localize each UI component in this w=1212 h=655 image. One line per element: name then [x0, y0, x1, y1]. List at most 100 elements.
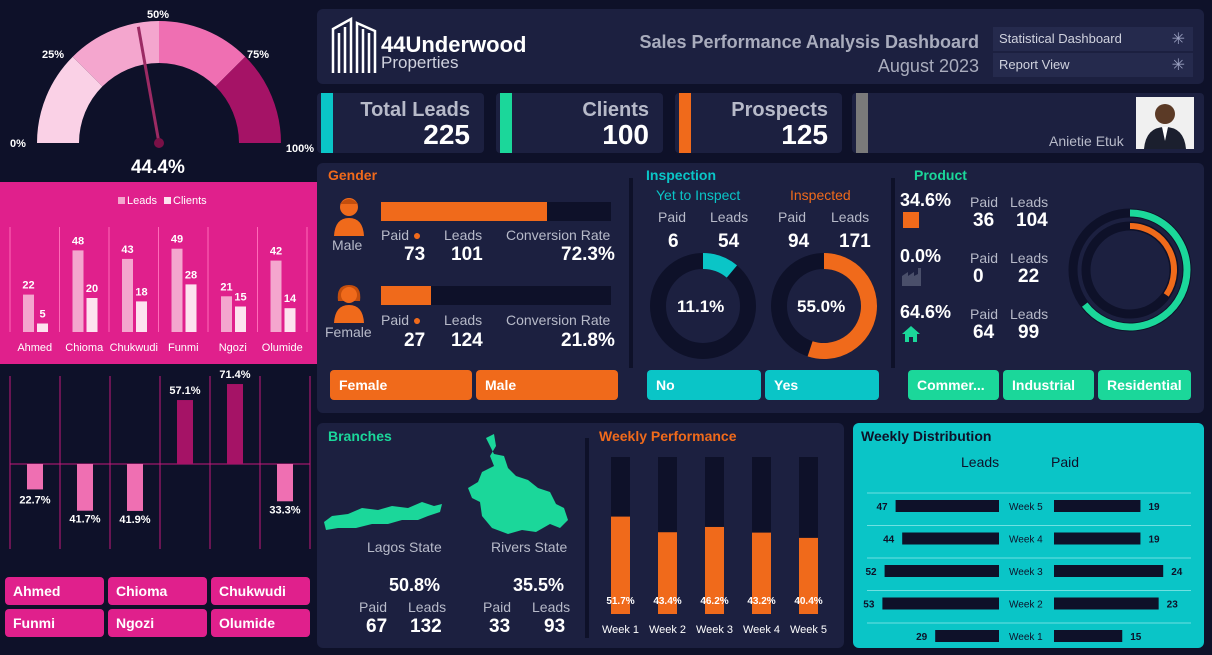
bar-leads — [882, 597, 999, 610]
bar-leads — [895, 500, 999, 512]
data-label-leads: 29 — [916, 632, 928, 643]
data-label-leads: 22 — [22, 280, 34, 292]
rivers-paid-label: Paid — [483, 599, 512, 615]
data-label-clients: 28 — [185, 269, 197, 281]
data-label-paid: 24 — [1171, 567, 1183, 578]
kpi-accent — [856, 93, 868, 153]
agent-button-olumide[interactable]: Olumide — [211, 609, 310, 637]
dot-icon: ● — [412, 312, 422, 328]
data-label-paid: 19 — [1148, 535, 1160, 546]
divider — [891, 178, 895, 368]
gauge-segment — [72, 21, 160, 87]
product-residential-leads: 99 — [1018, 322, 1040, 343]
kpi-value: 100 — [602, 119, 649, 150]
data-label-paid: 19 — [1148, 502, 1160, 513]
male-conv: 72.3% — [561, 244, 615, 265]
data-label: 57.1% — [169, 385, 200, 397]
agent-button-chioma[interactable]: Chioma — [108, 577, 207, 605]
insp-leads-label: Leads — [831, 209, 870, 225]
category-label: Ngozi — [219, 342, 247, 354]
bar-clients — [284, 308, 296, 332]
yet-leads-label: Leads — [710, 209, 749, 225]
agent-button-ngozi[interactable]: Ngozi — [108, 609, 207, 637]
data-label: 46.2% — [700, 596, 728, 607]
kpi-label: Prospects — [731, 99, 828, 121]
gauge-needle — [136, 26, 161, 144]
week-label: Week 3 — [1009, 567, 1043, 578]
rivers-leads: 93 — [544, 616, 566, 637]
lagos-pct: 50.8% — [389, 575, 441, 595]
inspection-button-no[interactable]: No — [647, 370, 761, 400]
dist-paid-header: Paid — [1051, 454, 1080, 470]
bar-clients — [37, 323, 48, 332]
week-label: Week 4 — [1009, 535, 1043, 546]
data-label-leads: 48 — [72, 235, 84, 247]
menu-report-view[interactable]: Report View ✳ — [993, 53, 1193, 77]
female-conv: 21.8% — [561, 330, 615, 351]
paid-label: Paid — [381, 227, 410, 243]
bar-leads — [23, 294, 34, 332]
bar-variance — [127, 464, 143, 511]
data-label-paid: 23 — [1167, 600, 1179, 611]
person-name: Anietie Etuk — [1049, 133, 1124, 149]
yet-to-inspect-donut — [650, 253, 756, 359]
agent-chart-panel: Leads Clients 22 5 Ahmed 48 20 Chioma 43 18 Chukwu… — [0, 182, 318, 364]
female-leads: 124 — [451, 330, 483, 351]
product-button-commercial[interactable]: Commer... — [908, 370, 999, 400]
bar-weekly — [799, 537, 818, 614]
gauge-tick-label: 0% — [10, 138, 26, 150]
avatar — [1136, 97, 1194, 149]
gauge-segment — [37, 56, 103, 144]
kpi-label: Clients — [582, 99, 649, 121]
kpi-clients: Clients 100 — [496, 93, 663, 153]
yet-paid: 6 — [668, 231, 679, 252]
bar-variance — [27, 464, 43, 490]
inspection-title: Inspection — [646, 167, 717, 183]
agent-button-ahmed[interactable]: Ahmed — [5, 577, 104, 605]
data-label-leads: 42 — [270, 246, 282, 258]
bar-weekly — [611, 516, 630, 614]
bar-paid — [1054, 532, 1141, 545]
bar-leads — [122, 258, 133, 332]
bar-variance — [277, 464, 293, 502]
bar-leads — [270, 260, 282, 332]
data-label: 71.4% — [219, 369, 250, 381]
kpi-label: Total Leads — [360, 99, 470, 121]
product-industrial-paid: 0 — [973, 266, 984, 287]
weekly-performance-title: Weekly Performance — [599, 428, 737, 444]
kpi-prospects: Prospects 125 — [675, 93, 842, 153]
data-label: 40.4% — [794, 596, 822, 607]
female-bar-track — [381, 286, 611, 305]
bar-leads — [902, 532, 999, 545]
male-leads: 101 — [451, 244, 483, 265]
weekly-distribution-title: Weekly Distribution — [861, 428, 992, 444]
agent-leads-clients-chart: Leads Clients 22 5 Ahmed 48 20 Chioma 43 18 Chukwu… — [9, 195, 308, 354]
rivers-paid: 33 — [489, 616, 511, 637]
product-button-residential[interactable]: Residential — [1098, 370, 1191, 400]
female-label: Female — [325, 324, 372, 340]
female-paid-label: Paid ● — [381, 312, 421, 328]
data-label: 22.7% — [19, 494, 50, 506]
yet-pct: 11.1% — [677, 297, 725, 316]
male-person-icon — [334, 198, 364, 236]
person-avatar-icon — [1144, 104, 1186, 149]
bar-leads — [221, 296, 232, 332]
inspection-button-yes[interactable]: Yes — [765, 370, 879, 400]
week-label: Week 2 — [1009, 600, 1043, 611]
bar-weekly — [658, 532, 677, 614]
yet-leads: 54 — [718, 231, 740, 252]
bar-clients — [185, 284, 197, 332]
logo-name: 44Underwood — [381, 32, 527, 57]
male-paid-label: Paid ● — [381, 227, 421, 243]
gender-button-female[interactable]: Female — [330, 370, 472, 400]
data-label: 51.7% — [606, 596, 634, 607]
data-label-clients: 5 — [39, 309, 45, 321]
menu-statistical-dashboard[interactable]: Statistical Dashboard ✳ — [993, 27, 1193, 51]
bar-clients — [86, 298, 98, 332]
product-leads-label: Leads — [1010, 306, 1049, 322]
gender-button-male[interactable]: Male — [476, 370, 618, 400]
insp-paid: 94 — [788, 231, 810, 252]
agent-button-funmi[interactable]: Funmi — [5, 609, 104, 637]
product-button-industrial[interactable]: Industrial — [1003, 370, 1094, 400]
agent-button-chukwudi[interactable]: Chukwudi — [211, 577, 310, 605]
